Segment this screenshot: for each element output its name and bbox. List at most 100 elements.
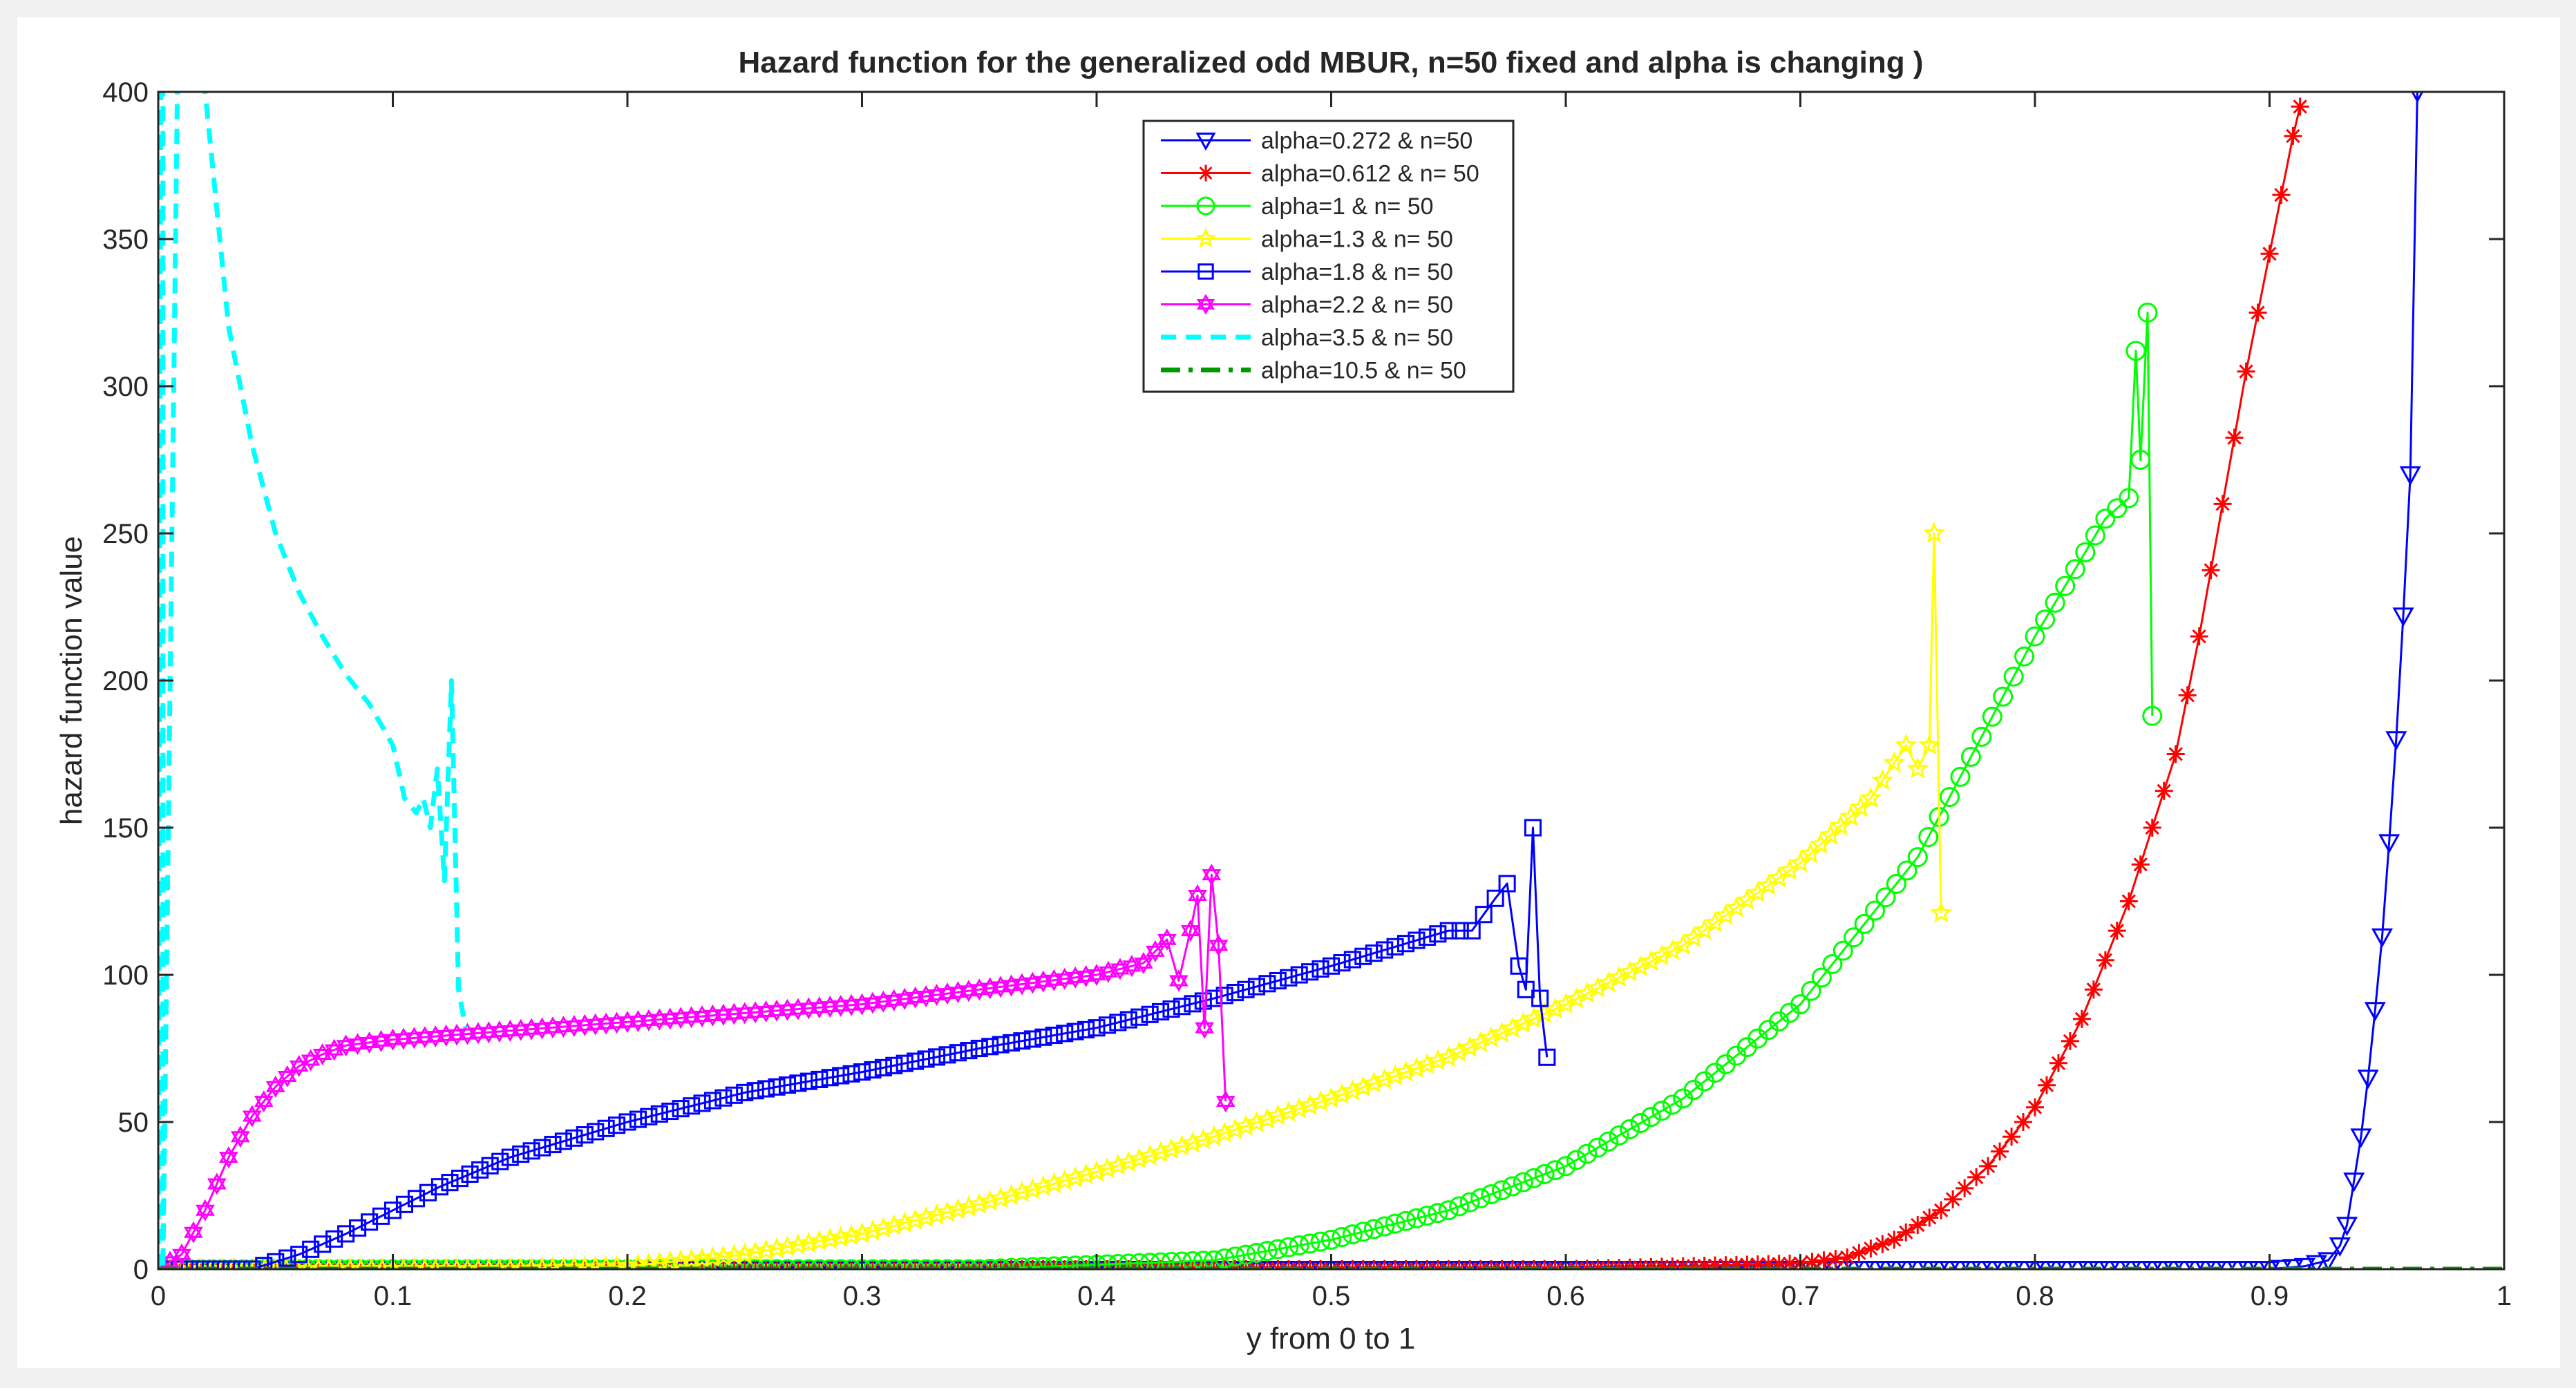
x-tick-label: 0.8: [2016, 1281, 2054, 1311]
data-point-marker: [1971, 726, 1992, 747]
data-point-marker: [2248, 1261, 2270, 1269]
data-point-marker: [672, 1100, 690, 1118]
data-point-marker: [309, 1260, 328, 1269]
data-point-marker: [1439, 1260, 1458, 1269]
data-point-marker: [2055, 576, 2076, 596]
data-point-marker: [461, 1165, 479, 1183]
legend-entry-alpha-2-2-n-50[interactable]: alpha=2.2 & n= 50: [1161, 292, 1453, 319]
legend-entry-alpha-1-n-50[interactable]: alpha=1 & n= 50: [1161, 193, 1434, 220]
data-point-marker: [481, 1157, 499, 1175]
data-point-marker: [1258, 1260, 1276, 1269]
x-tick-label: 0.7: [1781, 1281, 1820, 1311]
data-point-marker: [1917, 1261, 1940, 1269]
legend[interactable]: alpha=0.272 & n=50 alpha=0.612 & n= 50 alp…: [1142, 120, 1515, 393]
legend-entry-alpha-0-612-n-50[interactable]: alpha=0.612 & n= 50: [1161, 161, 1479, 187]
data-point-marker: [1538, 1048, 1556, 1066]
data-point-marker: [1979, 1157, 1998, 1175]
legend-entry-alpha-3-5-n-50[interactable]: alpha=3.5 & n= 50: [1161, 325, 1453, 351]
data-point-marker: [1883, 751, 1906, 772]
data-point-marker: [2142, 705, 2163, 726]
data-point-marker: [1045, 1260, 1063, 1269]
data-point-marker: [725, 1086, 743, 1104]
data-point-marker: [1235, 1244, 1256, 1265]
data-point-marker: [1152, 1002, 1170, 1020]
data-point-marker: [863, 1260, 882, 1269]
data-point-marker: [565, 1129, 583, 1147]
data-point-marker: [616, 1254, 639, 1269]
data-point-marker: [441, 1174, 459, 1192]
series-alpha-1-3-n-50: [158, 522, 1953, 1269]
data-point-marker: [1076, 1255, 1097, 1269]
data-point-marker: [2385, 731, 2407, 751]
data-point-marker: [2125, 341, 2146, 361]
data-point-marker: [1097, 1254, 1117, 1269]
x-tick-label: 0.1: [374, 1281, 413, 1311]
data-point-marker: [451, 1169, 469, 1188]
data-point-marker: [1535, 1260, 1554, 1269]
data-point-marker: [1150, 1252, 1171, 1269]
data-point-marker: [352, 1260, 370, 1269]
data-point-marker: [1967, 1168, 1986, 1186]
data-point-marker: [1960, 1261, 1982, 1269]
data-point-marker: [1385, 1213, 1405, 1234]
data-point-marker: [2026, 1098, 2044, 1116]
data-point-marker: [2178, 686, 2197, 705]
data-point-marker: [2357, 1069, 2379, 1090]
data-point-marker: [723, 1244, 746, 1265]
data-point-marker: [1909, 1216, 1927, 1235]
data-point-marker: [768, 1260, 786, 1269]
data-point-marker: [2216, 1261, 2238, 1269]
data-point-marker: [1418, 1260, 1437, 1269]
data-point-marker: [960, 1042, 978, 1060]
data-point-marker: [314, 1235, 332, 1253]
legend-entry-alpha-1-3-n-50[interactable]: alpha=1.3 & n= 50: [1161, 227, 1453, 253]
data-point-marker: [1513, 1172, 1533, 1192]
data-point-marker: [1386, 1260, 1405, 1269]
legend-entry-alpha-1-8-n-50[interactable]: alpha=1.8 & n= 50: [1161, 259, 1453, 285]
data-point-marker: [1577, 1143, 1598, 1164]
x-axis-label: y from 0 to 1: [1247, 1322, 1416, 1356]
data-point-marker: [1907, 847, 1928, 868]
data-point-marker: [2077, 1261, 2099, 1269]
data-point-marker: [1418, 928, 1436, 946]
data-point-marker: [2045, 1261, 2067, 1269]
data-point-marker: [650, 1105, 668, 1123]
data-point-marker: [1267, 1239, 1288, 1259]
data-point-marker: [265, 1075, 285, 1098]
data-point-marker: [1481, 1184, 1502, 1205]
x-tick-label: 0.6: [1546, 1281, 1585, 1311]
y-tick-label: 150: [102, 813, 149, 844]
data-point-marker: [1141, 1005, 1159, 1023]
data-point-marker: [757, 1260, 775, 1269]
data-point-marker: [1162, 1000, 1180, 1018]
data-point-marker: [1321, 1229, 1341, 1250]
data-point-marker: [1202, 864, 1222, 886]
data-point-marker: [1854, 913, 1875, 934]
data-point-marker: [896, 1054, 913, 1072]
x-tick-label: 0.2: [608, 1281, 647, 1311]
data-point-marker: [1258, 975, 1276, 993]
data-point-marker: [468, 1260, 487, 1269]
data-point-marker: [2130, 1261, 2152, 1269]
data-point-marker: [1332, 1227, 1352, 1248]
legend-entry-alpha-10-5-n-50[interactable]: alpha=10.5 & n= 50: [1161, 358, 1466, 384]
legend-label: alpha=3.5 & n= 50: [1261, 325, 1453, 351]
data-point-marker: [1546, 1260, 1564, 1269]
data-point-marker: [1171, 1251, 1192, 1269]
legend-entry-alpha-0-272-n-50[interactable]: alpha=0.272 & n=50: [1161, 128, 1472, 154]
data-point-marker: [1897, 1223, 1915, 1242]
data-point-marker: [1098, 1016, 1116, 1034]
data-point-marker: [1204, 1250, 1224, 1269]
data-point-marker: [2329, 1237, 2351, 1257]
data-point-marker: [1885, 1261, 1907, 1269]
data-point-marker: [1354, 1260, 1372, 1269]
data-point-marker: [1045, 1026, 1063, 1045]
data-point-marker: [864, 1061, 882, 1079]
data-point-marker: [786, 1233, 809, 1255]
data-point-marker: [1257, 1241, 1278, 1262]
data-point-marker: [1895, 733, 1917, 755]
data-point-marker: [884, 1260, 903, 1269]
data-point-marker: [992, 1260, 1010, 1269]
data-point-marker: [1493, 1260, 1511, 1269]
